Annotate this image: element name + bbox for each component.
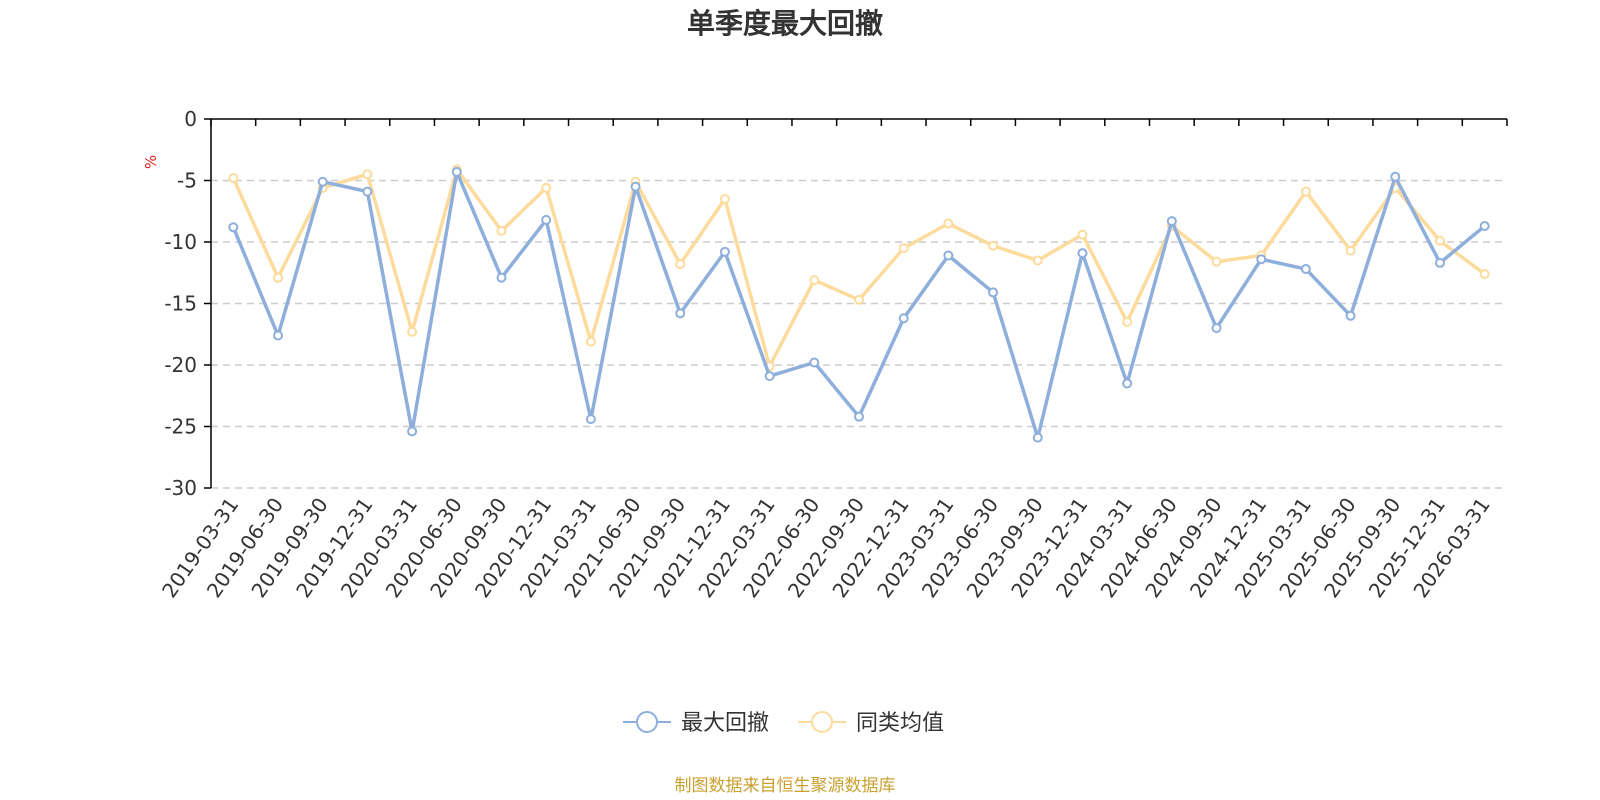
data-point xyxy=(943,218,954,229)
data-point xyxy=(1479,268,1490,279)
data-point xyxy=(496,272,507,283)
data-point xyxy=(1479,221,1490,232)
y-tick-label: -30 xyxy=(164,476,197,500)
data-point xyxy=(228,222,239,233)
data-point xyxy=(675,308,686,319)
data-point xyxy=(854,294,864,305)
y-tick-label: -15 xyxy=(164,292,197,316)
data-point xyxy=(228,173,239,184)
data-point xyxy=(1077,248,1088,259)
data-point xyxy=(809,275,820,286)
data-point xyxy=(541,182,552,193)
y-axis-unit-label: % xyxy=(142,155,160,169)
legend-item[interactable]: 同类均值 xyxy=(798,711,944,736)
x-tick-labels: 2019-03-312019-06-302019-09-302019-12-31… xyxy=(157,493,1495,602)
data-point xyxy=(1434,257,1445,268)
data-point xyxy=(317,176,328,187)
data-point xyxy=(988,240,999,251)
legend-label: 最大回撤 xyxy=(681,711,769,736)
data-point xyxy=(675,259,686,270)
chart-title: 单季度最大回撤 xyxy=(687,7,883,40)
legend-marker-icon xyxy=(811,711,833,733)
legend-item[interactable]: 最大回撤 xyxy=(623,711,769,736)
data-point xyxy=(719,193,730,204)
data-point xyxy=(988,287,999,298)
data-point xyxy=(273,330,284,341)
data-point xyxy=(943,250,954,261)
data-point xyxy=(585,336,596,347)
y-tick-label: -25 xyxy=(164,415,197,439)
axes xyxy=(204,118,1508,489)
data-point xyxy=(496,225,507,236)
y-tick-label: -20 xyxy=(164,353,197,377)
data-point xyxy=(1211,256,1222,267)
y-tick-labels: 0 -5 -10 -15 -20 -25 -30 xyxy=(164,107,197,500)
grid-lines xyxy=(211,179,1507,489)
series-layer xyxy=(228,164,1490,443)
data-point xyxy=(719,246,730,257)
data-point xyxy=(585,414,596,425)
data-point xyxy=(1032,432,1043,443)
data-point xyxy=(1300,264,1311,275)
data-point xyxy=(407,326,418,337)
data-point xyxy=(809,357,820,368)
data-point xyxy=(1256,254,1267,265)
data-source-note: 制图数据来自恒生聚源数据库 xyxy=(675,776,896,796)
data-point xyxy=(1122,316,1133,327)
data-point xyxy=(541,214,552,225)
legend-marker-icon xyxy=(636,711,658,733)
data-point xyxy=(1390,171,1401,182)
data-point xyxy=(1345,245,1356,256)
legend[interactable]: 最大回撤 同类均值 xyxy=(623,711,944,736)
data-point xyxy=(273,272,284,283)
data-point xyxy=(1211,323,1222,334)
data-point xyxy=(854,411,864,422)
data-point xyxy=(898,243,909,254)
data-point xyxy=(1434,235,1445,246)
series-1 xyxy=(228,166,1490,443)
y-tick-label: 0 xyxy=(184,107,197,131)
data-point xyxy=(1032,255,1043,266)
data-point xyxy=(630,181,641,192)
data-point xyxy=(362,186,373,197)
data-point xyxy=(362,169,373,180)
data-point xyxy=(451,166,462,177)
y-tick-label: -10 xyxy=(164,230,197,254)
data-point xyxy=(1077,229,1088,240)
data-point xyxy=(1345,310,1356,321)
data-point xyxy=(1166,216,1177,227)
legend-label: 同类均值 xyxy=(856,711,944,736)
data-point xyxy=(1300,186,1311,197)
data-point xyxy=(1122,378,1133,389)
data-point xyxy=(898,313,909,324)
data-point xyxy=(764,371,775,382)
y-tick-label: -5 xyxy=(177,169,197,193)
data-point xyxy=(407,426,418,437)
